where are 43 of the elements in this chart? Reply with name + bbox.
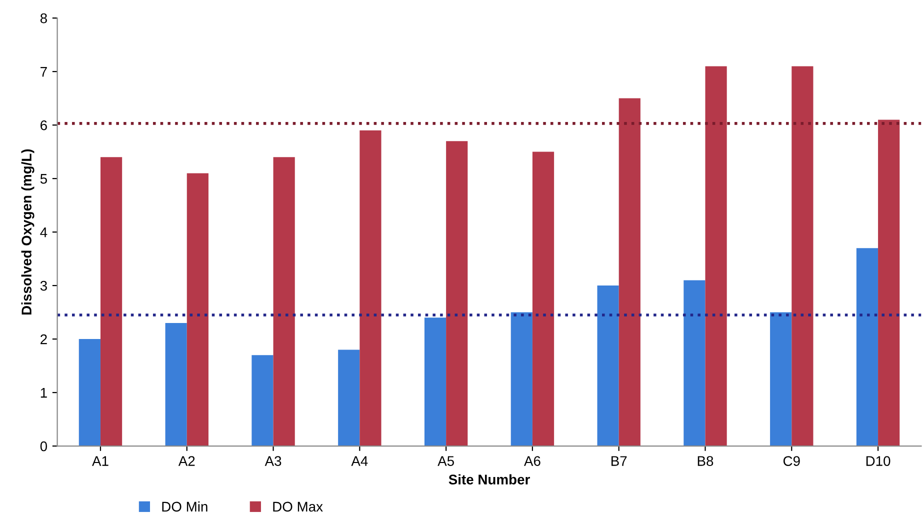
x-tick-label: A4 <box>351 456 368 466</box>
bar <box>338 350 360 446</box>
y-tick-label: 7 <box>40 67 47 77</box>
bar <box>856 248 878 446</box>
x-tick-label: A6 <box>524 456 540 466</box>
y-tick-label: 1 <box>40 388 47 398</box>
bar <box>446 141 468 446</box>
y-tick-label: 6 <box>40 120 47 130</box>
bar <box>252 355 274 446</box>
bar <box>165 322 187 446</box>
bar <box>78 339 100 446</box>
x-tick-label: A5 <box>438 456 454 466</box>
bar <box>618 98 640 446</box>
bar <box>424 318 446 446</box>
bar <box>360 130 382 446</box>
bar <box>597 286 619 446</box>
y-axis-title: Dissolved Oxygen (mg/L) <box>21 149 34 314</box>
bar <box>684 280 706 446</box>
bar <box>792 66 814 446</box>
bar <box>100 157 122 446</box>
x-tick-label: D10 <box>866 456 890 466</box>
bar <box>770 312 792 446</box>
x-tick-label: A3 <box>264 456 282 466</box>
bar <box>532 152 554 446</box>
x-tick-label: A2 <box>178 456 195 466</box>
x-tick-label: B7 <box>611 456 627 466</box>
bar <box>878 120 900 446</box>
y-tick-label: 8 <box>40 13 47 24</box>
y-tick-label: 5 <box>40 174 47 184</box>
bar <box>186 173 208 446</box>
bar <box>273 157 295 446</box>
legend-label: DO Max <box>273 502 323 512</box>
bar <box>705 66 727 446</box>
legend-label: DO Min <box>162 501 208 512</box>
x-tick-label: B8 <box>698 456 714 466</box>
y-tick-label: 4 <box>40 228 48 238</box>
x-axis-title: Site Number <box>448 474 530 484</box>
bar <box>510 312 532 446</box>
x-tick-label: C9 <box>783 456 800 466</box>
y-tick-label: 0 <box>40 441 48 452</box>
x-tick-label: A1 <box>92 456 108 466</box>
y-tick-label: 2 <box>40 334 47 344</box>
y-tick-label: 3 <box>40 280 47 291</box>
